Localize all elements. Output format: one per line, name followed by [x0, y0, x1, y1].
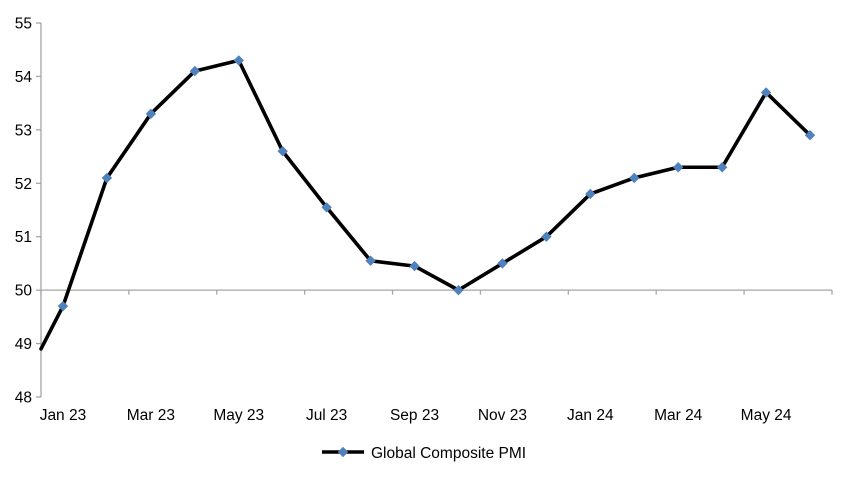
y-tick-label: 51 — [15, 229, 32, 246]
data-point-diamond-marker — [365, 255, 376, 266]
x-tick-label: Nov 23 — [478, 407, 527, 424]
legend-diamond-marker-icon — [337, 446, 349, 458]
y-tick-label: 52 — [15, 176, 32, 193]
data-point-diamond-marker — [321, 202, 332, 213]
data-point-diamond-marker — [189, 65, 201, 77]
data-point-diamond-marker — [145, 108, 157, 120]
series-group — [39, 55, 816, 351]
y-tick-label: 48 — [15, 390, 32, 407]
data-point-diamond-marker — [716, 162, 728, 173]
data-point-diamond-marker — [497, 258, 508, 269]
x-tick-label: Sep 23 — [390, 407, 439, 424]
y-tick-label: 54 — [15, 69, 33, 86]
x-tick-label: May 23 — [213, 407, 264, 424]
data-point-diamond-marker — [629, 172, 640, 184]
axes-group — [36, 22, 833, 398]
data-point-diamond-marker — [804, 130, 816, 141]
x-tick-label: Mar 23 — [127, 407, 175, 424]
data-point-diamond-marker — [57, 300, 69, 312]
data-point-diamond-marker — [541, 231, 552, 242]
x-tick-label: Mar 24 — [654, 407, 703, 424]
legend-label: Global Composite PMI — [371, 445, 526, 462]
data-point-diamond-marker — [233, 55, 244, 66]
data-point-diamond-marker — [672, 162, 684, 173]
pmi-series-line — [39, 58, 812, 351]
y-tick-label: 55 — [15, 16, 32, 33]
data-point-diamond-marker — [585, 188, 596, 200]
x-tick-label: May 24 — [741, 407, 792, 424]
y-tick-label: 53 — [15, 122, 32, 139]
tick-labels-group: 48 49 50 51 52 53 54 55 Jan 23 Mar 23 May 23 Jul 23… — [15, 16, 792, 425]
x-tick-label: Jan 23 — [40, 407, 87, 424]
x-tick-label: Jan 24 — [567, 407, 614, 424]
data-point-diamond-marker — [101, 172, 113, 184]
data-point-diamond-marker — [409, 260, 420, 272]
data-point-diamond-marker — [277, 146, 288, 157]
legend: Global Composite PMI — [322, 445, 526, 462]
data-point-diamond-marker — [760, 87, 772, 98]
y-tick-label: 49 — [15, 336, 32, 353]
y-tick-label: 50 — [15, 283, 33, 300]
x-tick-label: Jul 23 — [306, 407, 347, 424]
data-point-diamond-marker — [453, 284, 464, 296]
